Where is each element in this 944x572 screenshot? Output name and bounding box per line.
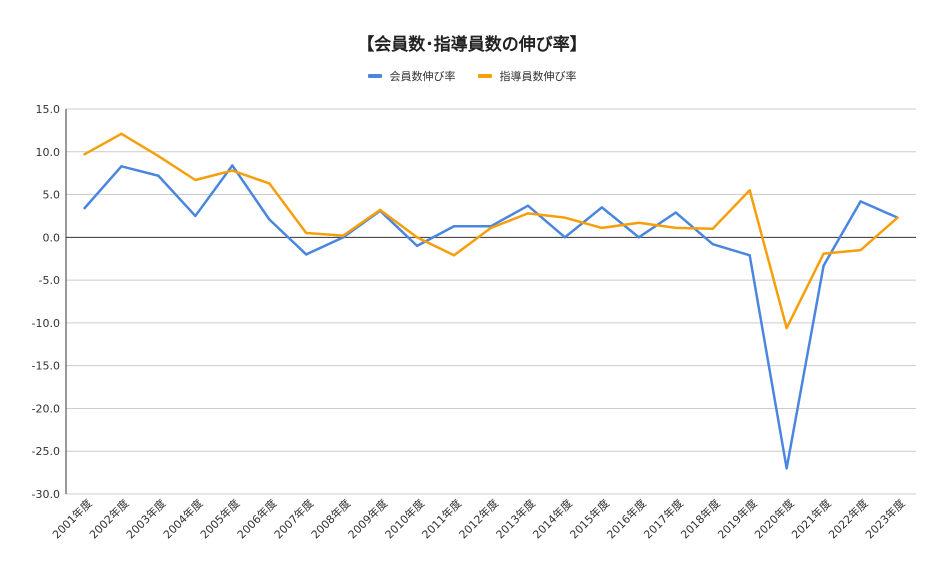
data-point [120, 132, 123, 136]
x-tick-label: 2003年度 [123, 496, 168, 541]
data-point [600, 226, 604, 230]
x-tick-label: 2001年度 [49, 496, 94, 541]
y-tick-label: 5.0 [43, 189, 61, 202]
data-point [305, 231, 308, 235]
data-point [526, 204, 530, 207]
y-tick-label: -25.0 [32, 445, 60, 458]
y-tick-label: -15.0 [32, 360, 60, 373]
x-tick-label: 2022年度 [825, 496, 870, 541]
x-tick-label: 2018年度 [678, 496, 723, 541]
x-tick-label: 2009年度 [345, 496, 390, 541]
x-tick-label: 2019年度 [715, 496, 760, 541]
data-point [748, 254, 751, 257]
chart-title: 【会員数･指導員数の伸び率】 [357, 35, 587, 55]
data-point [674, 211, 677, 214]
x-tick-label: 2008年度 [308, 496, 353, 541]
data-point [415, 236, 419, 239]
x-tick-label: 2011年度 [419, 496, 464, 541]
legend-swatch [477, 74, 492, 78]
legend-label: 会員数伸び率 [389, 70, 456, 83]
data-point [748, 189, 751, 192]
data-point [637, 221, 641, 224]
data-point [120, 165, 123, 168]
x-tick-label: 2006年度 [234, 496, 279, 541]
y-tick-label: 15.0 [36, 103, 61, 116]
data-point [194, 178, 197, 182]
legend-label: 指導員数伸び率 [499, 70, 577, 83]
data-point [637, 236, 641, 239]
y-tick-label: 10.0 [36, 146, 61, 159]
data-point [785, 326, 788, 330]
data-point [785, 467, 788, 470]
x-tick-label: 2021年度 [788, 496, 833, 541]
data-point [452, 254, 456, 257]
data-point [378, 208, 382, 212]
x-tick-label: 2012年度 [456, 496, 501, 541]
x-tick-label: 2014年度 [530, 496, 575, 541]
data-point [341, 234, 345, 237]
x-tick-label: 2007年度 [271, 496, 316, 541]
data-point [822, 264, 825, 267]
data-point [859, 248, 862, 252]
series-line-0 [83, 164, 899, 470]
y-tick-label: -5.0 [39, 274, 60, 287]
data-point [157, 154, 160, 158]
x-tick-label: 2010年度 [382, 496, 427, 541]
data-point [674, 226, 677, 230]
x-tick-label: 2002年度 [86, 496, 131, 541]
data-point [415, 244, 419, 248]
data-point [83, 207, 86, 210]
y-tick-label: 0.0 [43, 231, 61, 244]
x-tick-label: 2013年度 [493, 496, 538, 541]
data-point [489, 226, 493, 230]
x-tick-label: 2020年度 [752, 496, 797, 541]
y-tick-label: -20.0 [32, 402, 60, 415]
x-tick-label: 2016年度 [604, 496, 649, 541]
legend: 会員数伸び率 指導員数伸び率 [0, 68, 944, 84]
data-point [711, 227, 714, 230]
data-point [157, 174, 160, 177]
data-point [600, 206, 604, 209]
legend-item-instructors[interactable]: 指導員数伸び率 [477, 68, 577, 84]
data-point [563, 216, 567, 219]
x-tick-label: 2005年度 [197, 496, 242, 541]
x-tick-label: 2023年度 [862, 496, 907, 541]
data-point [194, 214, 197, 218]
data-point [452, 225, 456, 228]
data-point [231, 169, 234, 172]
data-point [896, 216, 899, 219]
data-point [563, 236, 567, 239]
y-tick-label: -30.0 [32, 488, 60, 501]
data-point [822, 252, 825, 255]
y-tick-label: -10.0 [32, 317, 60, 330]
x-tick-label: 2017年度 [641, 496, 686, 541]
data-point [268, 218, 271, 221]
data-point [711, 242, 714, 246]
data-point [526, 212, 530, 215]
data-point [231, 164, 234, 167]
x-tick-label: 2004年度 [160, 496, 205, 541]
legend-item-members[interactable]: 会員数伸び率 [367, 68, 456, 84]
data-point [859, 200, 862, 203]
data-point [268, 182, 271, 185]
series-line-1 [83, 132, 899, 330]
legend-swatch [367, 74, 382, 78]
data-point [83, 153, 86, 156]
data-point [305, 253, 308, 256]
x-tick-label: 2015年度 [567, 496, 612, 541]
